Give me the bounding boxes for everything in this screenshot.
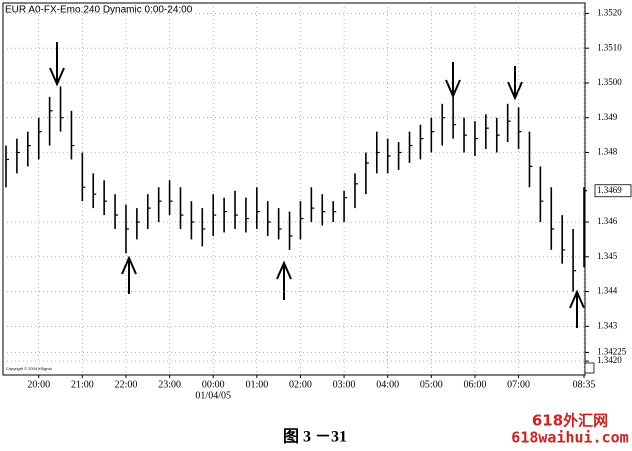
y-tick-label: 1.343 xyxy=(597,320,618,330)
up-arrow xyxy=(276,260,292,300)
up-arrow xyxy=(569,289,585,328)
x-tick-label: 07:00 xyxy=(507,379,530,390)
down-arrow xyxy=(49,42,65,87)
y-tick-label: 1.344 xyxy=(597,286,618,296)
x-tick-label: 00:00 xyxy=(202,379,225,390)
x-tick-label: 03:00 xyxy=(333,379,356,390)
scroll-icon[interactable] xyxy=(584,362,595,374)
y-tick-label: 1.346 xyxy=(597,216,618,226)
y-tick-label: 1.3500 xyxy=(597,77,622,87)
x-tick-label: 20:00 xyxy=(27,379,50,390)
y-tick-label: 1.349 xyxy=(597,112,618,122)
x-tick-label: 01:00 xyxy=(245,379,268,390)
date-label: 01/04/05 xyxy=(195,390,231,401)
x-tick-label: 21:00 xyxy=(71,379,94,390)
y-tick-label: 1.345 xyxy=(597,251,618,261)
current-price-label: 1.3469 xyxy=(597,185,622,195)
y-tick-label: 1.3520 xyxy=(597,7,622,17)
watermark: 618waihui.com xyxy=(511,429,628,447)
y-tick-label: 1.3510 xyxy=(597,42,622,52)
plot-frame xyxy=(2,2,586,376)
x-tick-label: 08:35 xyxy=(573,379,596,390)
x-tick-label: 23:00 xyxy=(158,379,181,390)
current-price-box xyxy=(594,184,632,198)
x-tick-label: 02:00 xyxy=(289,379,312,390)
watermark: 618外汇网 xyxy=(532,412,608,430)
y-tick-label: 1.34225 xyxy=(597,346,627,356)
x-tick-label: 22:00 xyxy=(115,379,138,390)
caption: 图 3 －31 xyxy=(283,428,347,446)
copyright: Copyright © 2004 eSignal xyxy=(6,366,52,371)
y-tick-label: 1.348 xyxy=(597,147,618,157)
up-arrow xyxy=(121,255,137,294)
y-tick-label: 1.3420 xyxy=(597,355,622,365)
x-tick-label: 05:00 xyxy=(420,379,443,390)
chart-title: EUR A0-FX-Emo.240 Dynamic 0:00-24:00 xyxy=(5,5,193,16)
x-tick-label: 06:00 xyxy=(464,379,487,390)
x-tick-label: 04:00 xyxy=(376,379,399,390)
down-arrow xyxy=(445,62,461,99)
arrows xyxy=(49,42,585,328)
down-arrow xyxy=(507,66,523,101)
